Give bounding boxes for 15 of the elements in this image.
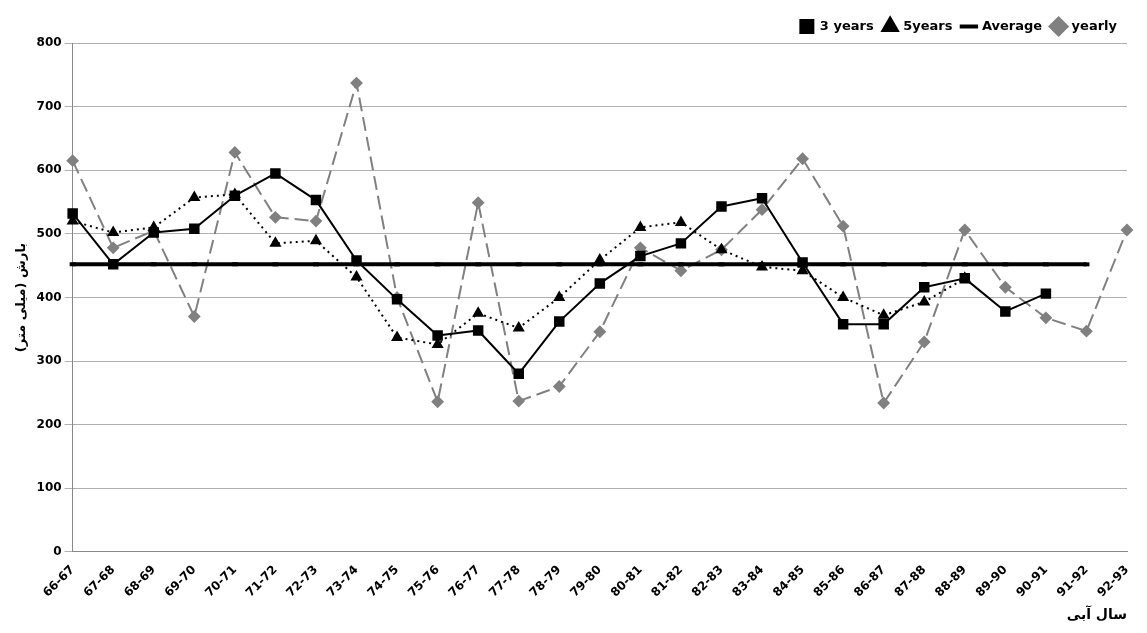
x-axis-title: سال آبی <box>1066 605 1127 623</box>
legend-label: 5years <box>903 17 953 33</box>
y-tick-label: 100 <box>36 480 62 495</box>
y-tick-label: 0 <box>53 544 62 558</box>
y-tick-label: 600 <box>36 162 62 177</box>
legend-label: yearly <box>1071 17 1118 33</box>
y-axis-title: بارش (میلی متر) <box>13 242 29 353</box>
legend-label: Average <box>981 17 1043 33</box>
y-tick-label: 200 <box>36 416 62 431</box>
y-tick-label: 700 <box>36 98 62 113</box>
y-tick-label: 400 <box>36 289 62 304</box>
y-tick-label: 800 <box>36 35 62 50</box>
y-tick-label: 300 <box>36 353 62 368</box>
legend-label: 3 years <box>819 17 874 33</box>
y-tick-label: 500 <box>36 225 62 240</box>
